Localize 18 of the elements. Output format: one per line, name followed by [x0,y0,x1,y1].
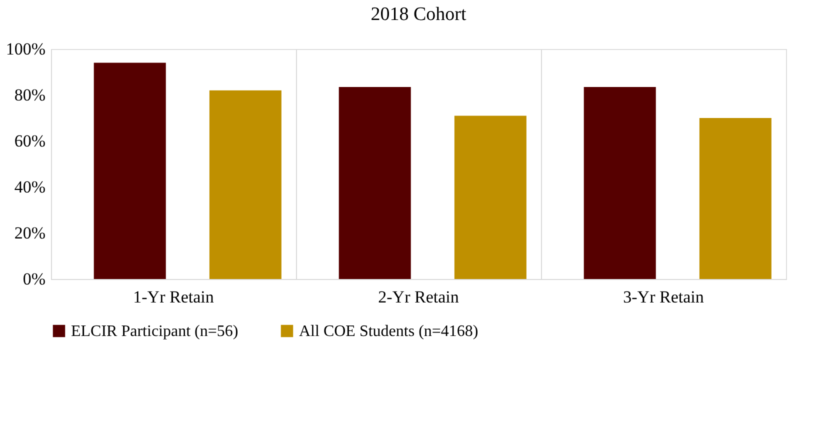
y-tick-label: 0% [22,270,46,288]
legend-label: ELCIR Participant (n=56) [71,323,238,340]
y-tick-label: 40% [14,178,46,196]
y-tick-label: 60% [14,132,46,150]
bar [454,116,526,279]
bar [699,118,772,279]
bar [94,62,166,279]
x-tick-label: 1-Yr Retain [133,288,214,306]
bar [209,90,282,279]
bar [584,86,656,279]
y-tick-label: 100% [6,40,46,58]
legend-label: All COE Students (n=4168) [299,323,478,340]
x-tick-label: 3-Yr Retain [623,288,704,306]
y-tick-label: 20% [14,224,46,242]
chart-title: 2018 Cohort [370,4,467,25]
y-tick-label: 80% [14,86,46,104]
x-tick-label: 2-Yr Retain [378,288,460,306]
bar [338,86,411,279]
